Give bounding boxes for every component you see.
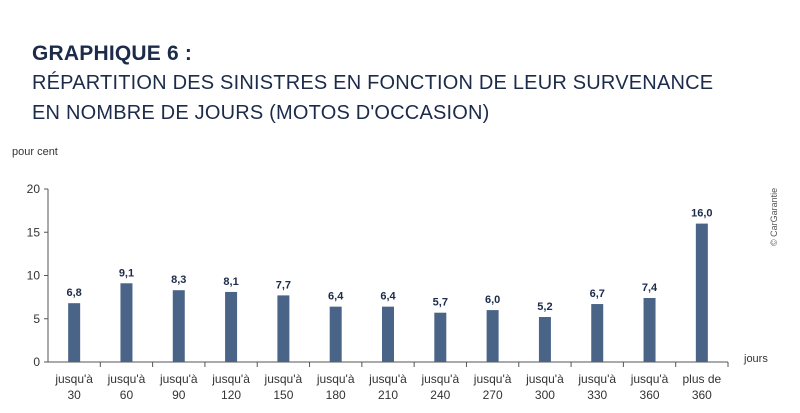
x-tick-label-line2: 240 bbox=[430, 388, 450, 402]
x-tick-label-line2: 150 bbox=[273, 388, 293, 402]
x-tick-label-line1: jusqu'à bbox=[159, 372, 198, 386]
x-tick-label-line1: jusqu'à bbox=[107, 372, 146, 386]
bar-value-label: 6,7 bbox=[590, 288, 605, 300]
x-tick-label-line2: 60 bbox=[120, 388, 134, 402]
bar-value-label: 6,8 bbox=[67, 287, 82, 299]
x-tick-label-line2: 210 bbox=[378, 388, 398, 402]
x-tick-label-line2: 120 bbox=[221, 388, 241, 402]
x-tick-label-line1: jusqu'à bbox=[630, 372, 669, 386]
bar-value-label: 5,7 bbox=[433, 297, 448, 309]
x-tick-label-line2: 30 bbox=[67, 388, 81, 402]
y-tick-label: 10 bbox=[27, 269, 41, 283]
chart-subtitle-line-1: RÉPARTITION DES SINISTRES EN FONCTION DE… bbox=[32, 72, 714, 94]
x-tick-label-line2: 360 bbox=[640, 388, 660, 402]
bar bbox=[591, 304, 604, 362]
x-tick-label-line1: jusqu'à bbox=[525, 372, 564, 386]
x-tick-label-line1: jusqu'à bbox=[54, 372, 93, 386]
bar-value-label: 7,7 bbox=[276, 279, 291, 291]
bar-value-label: 6,4 bbox=[380, 291, 396, 303]
bar bbox=[538, 317, 551, 362]
bar-value-label: 6,4 bbox=[328, 291, 344, 303]
chart-subtitle-line-2: EN NOMBRE DE JOURS (MOTOS D'OCCASION) bbox=[32, 102, 490, 124]
y-tick-label: 0 bbox=[33, 355, 40, 369]
bar-value-label: 16,0 bbox=[691, 208, 712, 220]
bar-value-label: 8,3 bbox=[171, 274, 186, 286]
bar bbox=[225, 291, 238, 362]
bar bbox=[120, 283, 133, 362]
x-tick-label-line1: jusqu'à bbox=[316, 372, 355, 386]
x-tick-label-line2: 300 bbox=[535, 388, 555, 402]
y-axis-label: pour cent bbox=[12, 146, 58, 158]
bar bbox=[172, 290, 185, 362]
y-tick-label: 15 bbox=[27, 225, 41, 239]
bar bbox=[277, 295, 290, 362]
x-tick-label-line2: 90 bbox=[172, 388, 186, 402]
bar bbox=[329, 306, 342, 362]
x-tick-label-line1: jusqu'à bbox=[211, 372, 250, 386]
bar bbox=[643, 297, 656, 362]
bar-value-label: 7,4 bbox=[642, 282, 658, 294]
x-tick-label-line1: plus de bbox=[682, 372, 721, 386]
bar bbox=[68, 303, 81, 362]
bar-value-label: 5,2 bbox=[537, 301, 552, 313]
chart-title: GRAPHIQUE 6 : bbox=[32, 42, 193, 65]
bar bbox=[695, 223, 708, 362]
x-tick-label-line1: jusqu'à bbox=[473, 372, 512, 386]
bar bbox=[382, 306, 394, 362]
bar bbox=[486, 310, 499, 362]
bar-value-label: 9,1 bbox=[119, 267, 134, 279]
x-tick-label-line2: 270 bbox=[483, 388, 503, 402]
bar-value-label: 8,1 bbox=[223, 276, 238, 288]
y-tick-label: 5 bbox=[33, 312, 40, 326]
x-axis-unit-label: jours bbox=[744, 353, 768, 365]
bar-value-label: 6,0 bbox=[485, 294, 500, 306]
bar bbox=[434, 312, 447, 362]
y-tick-label: 20 bbox=[27, 182, 41, 196]
x-tick-label-line2: 360 bbox=[692, 388, 712, 402]
x-tick-label-line2: 330 bbox=[587, 388, 607, 402]
x-tick-label-line1: jusqu'à bbox=[420, 372, 459, 386]
x-tick-label-line1: jusqu'à bbox=[577, 372, 616, 386]
x-tick-label-line1: jusqu'à bbox=[368, 372, 407, 386]
x-tick-label-line1: jusqu'à bbox=[264, 372, 303, 386]
x-tick-label-line2: 180 bbox=[326, 388, 346, 402]
